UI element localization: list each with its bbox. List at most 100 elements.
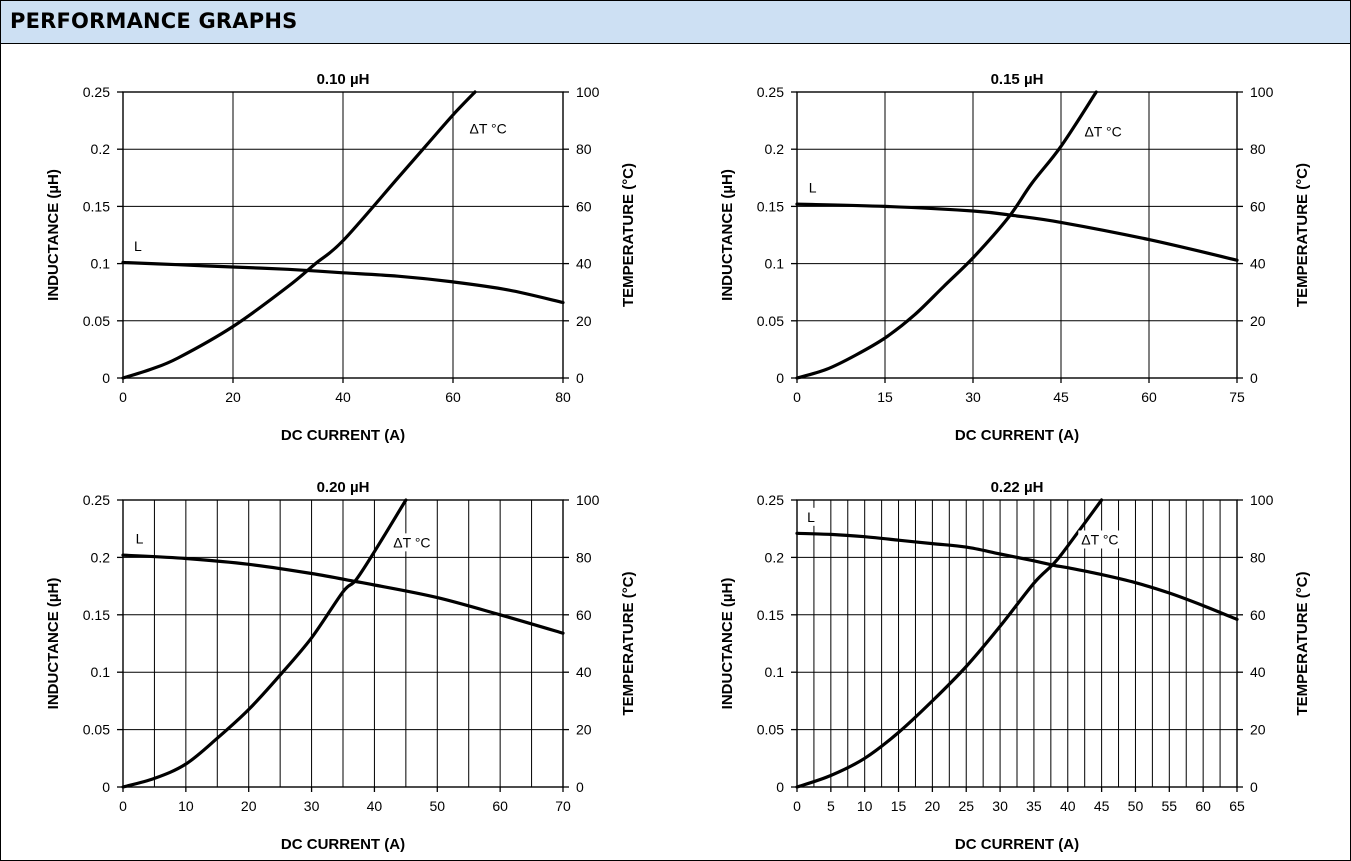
y2-tick-label: 0 xyxy=(1250,370,1258,386)
x-tick-label: 0 xyxy=(793,798,801,814)
y-tick-label: 0.25 xyxy=(757,492,784,508)
y-tick-label: 0.1 xyxy=(91,256,111,272)
y2-tick-label: 60 xyxy=(1250,198,1266,214)
inductance-curve xyxy=(121,260,565,305)
x-tick-label: 40 xyxy=(367,798,383,814)
x-tick-label: 15 xyxy=(877,389,893,405)
inductance-series-label: L xyxy=(136,531,144,547)
x-tick-label: 65 xyxy=(1229,798,1245,814)
y2-tick-label: 20 xyxy=(1250,313,1266,329)
x-tick-label: 10 xyxy=(857,798,873,814)
y2-tick-label: 40 xyxy=(1250,256,1266,272)
inductance-series-label: L xyxy=(807,509,815,525)
y-tick-label: 0.1 xyxy=(765,256,785,272)
y-axis-label: INDUCTANCE (µH) xyxy=(45,169,62,301)
y2-axis-label: TEMPERATURE (°C) xyxy=(1294,571,1311,715)
temperature-rise-curve xyxy=(121,498,408,789)
y2-tick-label: 80 xyxy=(576,549,592,565)
y-tick-label: 0.2 xyxy=(91,549,111,565)
x-tick-label: 20 xyxy=(241,798,257,814)
y2-tick-label: 80 xyxy=(1250,549,1266,565)
y2-tick-label: 20 xyxy=(1250,722,1266,738)
chart-title: 0.20 µH xyxy=(317,479,370,496)
y2-tick-label: 100 xyxy=(1250,84,1274,100)
x-tick-label: 45 xyxy=(1053,389,1069,405)
series-label-backing xyxy=(1078,530,1125,549)
y-axis-label: INDUCTANCE (µH) xyxy=(45,578,62,710)
y2-axis-label: TEMPERATURE (°C) xyxy=(620,571,637,715)
y-tick-label: 0.05 xyxy=(83,722,110,738)
x-tick-label: 60 xyxy=(445,389,461,405)
y-tick-label: 0.15 xyxy=(757,198,784,214)
plot-frame xyxy=(796,499,1238,788)
x-tick-label: 60 xyxy=(1195,798,1211,814)
header-bar: PERFORMANCE GRAPHS xyxy=(1,1,1350,44)
x-tick-label: 0 xyxy=(119,798,127,814)
temperature-rise-curve xyxy=(121,90,477,380)
y2-tick-label: 60 xyxy=(1250,607,1266,623)
y-axis-label: INDUCTANCE (µH) xyxy=(719,169,736,301)
y2-tick-label: 60 xyxy=(576,198,592,214)
x-tick-label: 75 xyxy=(1229,389,1245,405)
temperature-series-label: ΔT °C xyxy=(470,120,507,136)
page-title: PERFORMANCE GRAPHS xyxy=(10,9,298,33)
temperature-series-label: ΔT °C xyxy=(1081,531,1118,547)
x-axis-label: DC CURRENT (A) xyxy=(955,427,1079,444)
y-tick-label: 0.25 xyxy=(83,84,110,100)
y-tick-label: 0.15 xyxy=(83,607,110,623)
series-label-backing xyxy=(805,178,820,197)
x-tick-label: 40 xyxy=(1060,798,1076,814)
x-tick-label: 70 xyxy=(555,798,571,814)
x-tick-label: 50 xyxy=(1128,798,1144,814)
y2-tick-label: 40 xyxy=(576,664,592,680)
y-tick-label: 0.25 xyxy=(757,84,784,100)
x-tick-label: 20 xyxy=(925,798,941,814)
x-tick-label: 55 xyxy=(1162,798,1178,814)
y2-tick-label: 60 xyxy=(576,607,592,623)
y-tick-label: 0 xyxy=(776,370,784,386)
chart-2: 0 0.05 0.1 0.15 0.2 0.25 0 20 40 60 80 100 0 15 30 45 60… xyxy=(719,71,1311,444)
y-tick-label: 0.2 xyxy=(765,549,785,565)
y-tick-label: 0 xyxy=(776,779,784,795)
y-tick-label: 0.05 xyxy=(83,313,110,329)
y2-tick-label: 100 xyxy=(576,492,600,508)
y2-axis-label: TEMPERATURE (°C) xyxy=(620,163,637,307)
y2-tick-label: 0 xyxy=(1250,779,1258,795)
series-label-backing xyxy=(466,119,513,138)
x-tick-label: 20 xyxy=(225,389,241,405)
y-axis-label: INDUCTANCE (µH) xyxy=(719,578,736,710)
plot-frame xyxy=(122,499,564,788)
series-label-backing xyxy=(1081,122,1128,141)
inductance-curve xyxy=(121,553,565,635)
series-label-backing xyxy=(131,237,145,256)
temperature-rise-curve xyxy=(795,498,1104,789)
x-tick-label: 60 xyxy=(492,798,508,814)
x-tick-label: 50 xyxy=(429,798,445,814)
y-tick-label: 0.1 xyxy=(765,664,785,680)
y-tick-label: 0.25 xyxy=(83,492,110,508)
x-tick-label: 40 xyxy=(335,389,351,405)
temperature-series-label: ΔT °C xyxy=(1084,123,1121,139)
x-axis-label: DC CURRENT (A) xyxy=(281,836,405,853)
y-tick-label: 0.15 xyxy=(757,607,784,623)
x-tick-label: 15 xyxy=(891,798,907,814)
y2-tick-label: 100 xyxy=(576,84,600,100)
y-tick-label: 0 xyxy=(102,370,110,386)
y2-tick-label: 40 xyxy=(576,256,592,272)
plot-frame xyxy=(796,91,1238,379)
x-tick-label: 25 xyxy=(958,798,974,814)
y-tick-label: 0.15 xyxy=(83,198,110,214)
temperature-series-label: ΔT °C xyxy=(393,534,430,550)
y2-tick-label: 80 xyxy=(576,141,592,157)
chart-title: 0.15 µH xyxy=(991,71,1044,88)
y2-tick-label: 20 xyxy=(576,722,592,738)
x-tick-label: 60 xyxy=(1141,389,1157,405)
y2-tick-label: 0 xyxy=(576,779,584,795)
inductance-series-label: L xyxy=(809,180,817,196)
x-axis-label: DC CURRENT (A) xyxy=(955,836,1079,853)
x-tick-label: 80 xyxy=(555,389,571,405)
y-tick-label: 0.2 xyxy=(765,141,785,157)
y-tick-label: 0.1 xyxy=(91,664,111,680)
x-tick-label: 5 xyxy=(827,798,835,814)
